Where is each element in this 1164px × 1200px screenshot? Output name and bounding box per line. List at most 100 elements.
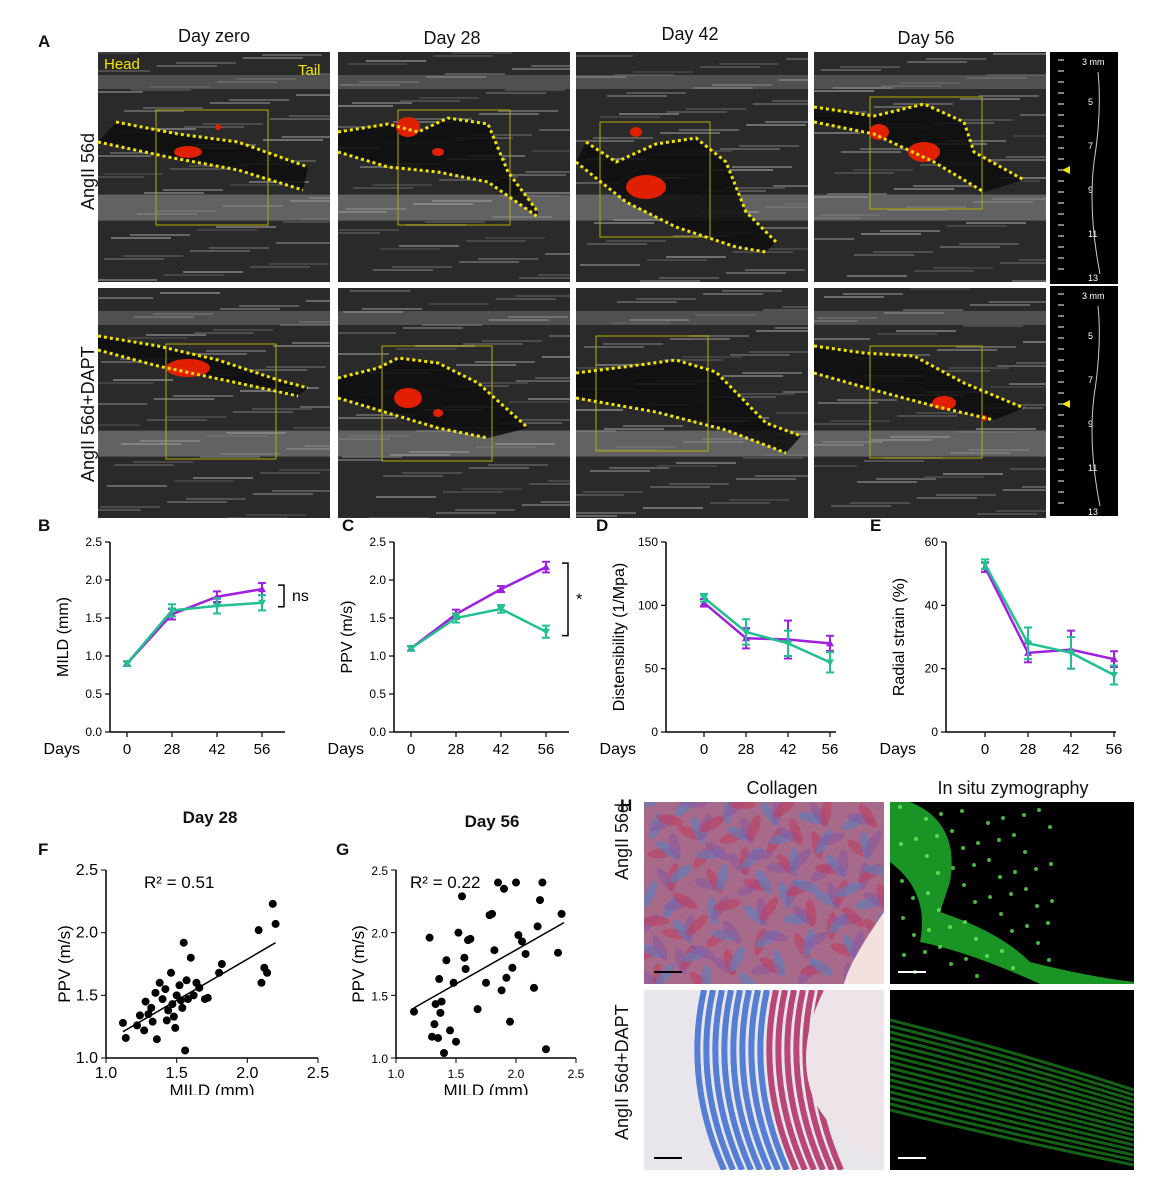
x-tick-label: 28 bbox=[164, 741, 181, 758]
scatter-point bbox=[460, 953, 469, 962]
y-tick-label: 1.0 bbox=[85, 649, 102, 663]
ultrasound-panel-angii-2 bbox=[576, 52, 808, 282]
histology-title-collagen: Collagen bbox=[746, 778, 818, 798]
x-tick-label: 28 bbox=[448, 741, 465, 758]
x-tick-label: 42 bbox=[209, 741, 226, 758]
scatter-point bbox=[121, 1033, 130, 1042]
scatter-point bbox=[428, 1032, 436, 1041]
scatter-point bbox=[494, 878, 502, 887]
column-title-day-56: Day 56 bbox=[897, 28, 955, 48]
scatter-point bbox=[133, 1021, 142, 1030]
scatter-point bbox=[141, 997, 150, 1006]
scatter-point bbox=[257, 978, 266, 987]
x-tick-label: 42 bbox=[1063, 741, 1080, 758]
series-line-1 bbox=[983, 563, 1115, 677]
x-tick-label: 0 bbox=[981, 741, 989, 758]
data-point bbox=[452, 615, 460, 622]
depth-scale-bottom: 3 mm 5 7 9 11 13 bbox=[1050, 286, 1118, 516]
depth-top-label: 3 mm bbox=[1082, 291, 1105, 301]
scatter-point bbox=[431, 1000, 440, 1009]
scatter-point bbox=[164, 1006, 173, 1015]
y-tick-label: 100 bbox=[638, 598, 658, 612]
head-orientation-label: Head bbox=[104, 56, 140, 73]
ultrasound-panel-angii-dapt-0 bbox=[98, 288, 330, 518]
y-axis-label: Distensibility (1/Mpa) bbox=[611, 563, 628, 711]
x-axis-label: Days bbox=[600, 741, 636, 758]
depth-tick-label: 5 bbox=[1088, 97, 1093, 107]
scatter-point bbox=[183, 995, 192, 1004]
scatter-point bbox=[175, 981, 184, 990]
y-tick-label: 50 bbox=[645, 662, 659, 676]
x-tick-label: 2.0 bbox=[508, 1067, 525, 1081]
data-point bbox=[1110, 672, 1118, 679]
y-tick-label: 2.0 bbox=[76, 925, 98, 942]
scatter-point bbox=[466, 934, 475, 943]
data-point bbox=[258, 585, 266, 593]
x-axis-label: MILD (mm) bbox=[444, 1081, 529, 1095]
ultrasound-panel-angii-dapt-1 bbox=[338, 288, 570, 518]
y-tick-label: 0 bbox=[931, 725, 938, 739]
x-tick-label: 42 bbox=[780, 741, 797, 758]
x-tick-label: 1.5 bbox=[448, 1067, 465, 1081]
scatter-point bbox=[473, 1005, 482, 1014]
histology-row-label-angii: AngII 56d bbox=[612, 802, 632, 880]
scatter-point bbox=[430, 1020, 439, 1029]
column-title-day-28: Day 28 bbox=[423, 28, 481, 48]
scatter-point bbox=[169, 1012, 178, 1021]
x-axis-label: Days bbox=[44, 741, 80, 758]
scatter-point bbox=[454, 928, 463, 937]
x-tick-label: 0 bbox=[700, 741, 708, 758]
data-point bbox=[826, 639, 834, 647]
y-tick-label: 2.0 bbox=[371, 927, 388, 941]
depth-tick-label: 13 bbox=[1088, 507, 1098, 516]
depth-scale-top: 3 mm 5 7 9 11 13 bbox=[1050, 52, 1118, 284]
data-point bbox=[981, 561, 989, 569]
series-line-1 bbox=[703, 596, 831, 664]
data-point bbox=[258, 599, 266, 607]
scatter-point bbox=[155, 978, 164, 987]
scatter-point bbox=[148, 1017, 157, 1026]
scatter-point bbox=[497, 986, 506, 995]
x-tick-label: 42 bbox=[493, 741, 510, 758]
y-axis-label: PPV (m/s) bbox=[339, 601, 356, 674]
scatter-point bbox=[536, 896, 544, 905]
histology-title-zymography: In situ zymography bbox=[937, 778, 1089, 798]
data-point bbox=[1110, 655, 1118, 663]
y-axis-label: MILD (mm) bbox=[55, 597, 72, 677]
x-tick-label: 56 bbox=[254, 741, 271, 758]
scatter-point bbox=[186, 953, 195, 962]
scatter-point bbox=[435, 975, 444, 984]
scatter-point bbox=[530, 983, 538, 992]
depth-tick-label: 7 bbox=[1088, 141, 1093, 151]
y-tick-label: 2.0 bbox=[85, 573, 102, 587]
scatter-point bbox=[461, 965, 470, 974]
scatter-point bbox=[514, 931, 523, 940]
scatter-point bbox=[152, 1035, 161, 1044]
scatter-point bbox=[512, 878, 520, 887]
significance-bracket bbox=[278, 584, 285, 608]
row-label-angii: AngII 56d bbox=[78, 132, 98, 210]
y-tick-label: 2.5 bbox=[85, 535, 102, 549]
data-point bbox=[742, 628, 750, 636]
depth-marker-icon bbox=[1062, 166, 1070, 174]
regression-line bbox=[413, 921, 565, 1009]
column-title-day-zero: Day zero bbox=[177, 26, 251, 46]
y-axis-label: Radial strain (%) bbox=[891, 578, 908, 696]
histology-row-label-angii-dapt: AngII 56d+DAPT bbox=[612, 1004, 632, 1140]
scatter-point bbox=[500, 884, 508, 893]
chart-f-title: Day 28 bbox=[182, 808, 238, 827]
y-tick-label: 1.0 bbox=[369, 649, 386, 663]
scatter-point bbox=[440, 1048, 448, 1057]
scatter-point bbox=[538, 878, 547, 887]
data-point bbox=[213, 602, 221, 610]
scatter-point bbox=[518, 937, 526, 946]
y-tick-label: 60 bbox=[925, 535, 939, 549]
x-tick-label: 1.0 bbox=[95, 1065, 117, 1082]
y-tick-label: 2.0 bbox=[369, 573, 386, 587]
series-line-0 bbox=[983, 566, 1115, 661]
chart-g-title: Day 56 bbox=[464, 812, 520, 831]
x-tick-label: 28 bbox=[738, 741, 755, 758]
chart-d-distensibility: 0 50 100 150 0 28 42 56 Days Distensibility (1/Mp… bbox=[600, 535, 839, 758]
x-tick-label: 1.0 bbox=[388, 1067, 405, 1081]
y-axis-label: PPV (m/s) bbox=[349, 925, 368, 1002]
